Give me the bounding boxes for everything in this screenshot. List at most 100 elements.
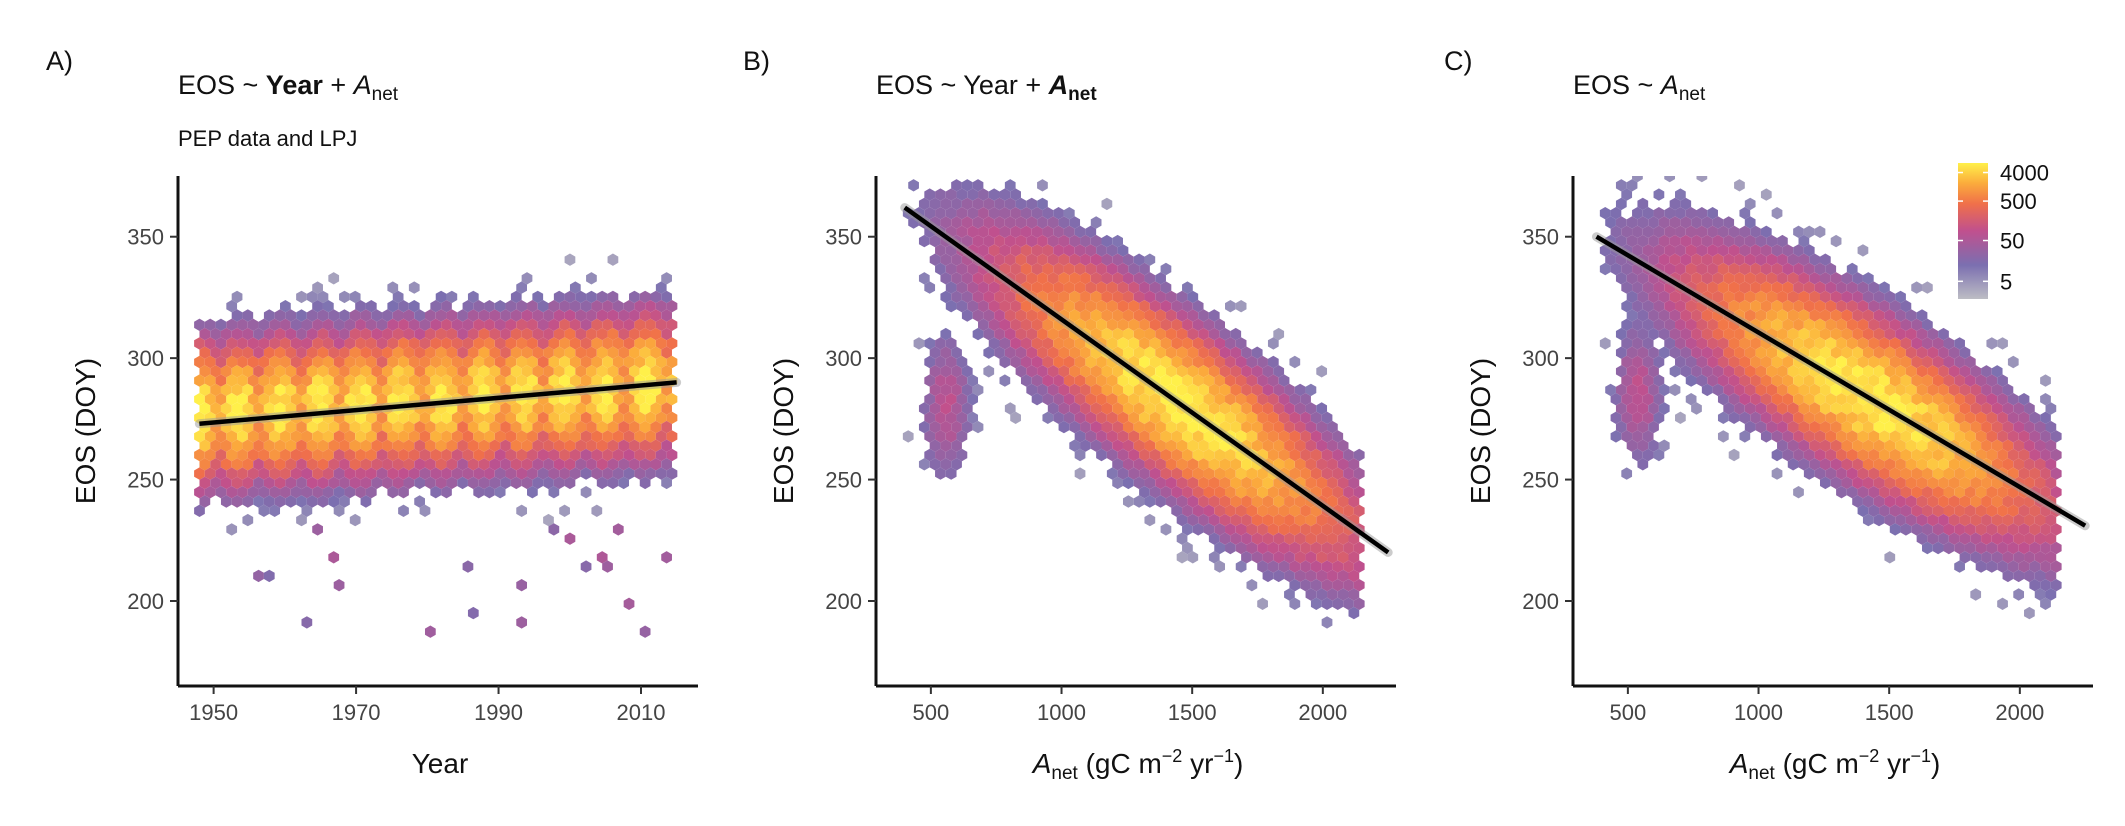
hex-bin (1626, 383, 1638, 397)
hex-bin (1187, 420, 1199, 434)
hex-bin (500, 402, 511, 415)
hex-bin (569, 337, 581, 350)
hex-bin (424, 439, 436, 452)
hex-bin (1117, 467, 1129, 480)
hex-bin (532, 346, 544, 359)
hex-bin (220, 458, 232, 471)
hex-bin (317, 439, 329, 452)
hex-bin (1155, 327, 1166, 341)
hex-bin (382, 420, 393, 434)
hex-bin (1948, 365, 1960, 378)
hex-bin (1717, 355, 1729, 369)
hex-bin (1160, 374, 1172, 387)
hex-bin (999, 355, 1011, 369)
hex-bin (419, 504, 431, 517)
hex-bin (392, 327, 404, 341)
hex-bin (1010, 262, 1021, 276)
hex-bin (575, 420, 587, 434)
hex-bin (1273, 420, 1285, 434)
hex-bin (1155, 476, 1166, 490)
hex-bin (1922, 411, 1933, 424)
hex-bin (1230, 513, 1242, 527)
hex-bin (1701, 383, 1713, 397)
hex-bin (204, 355, 216, 369)
hex-bin (478, 346, 490, 359)
hex-bin (1182, 281, 1193, 294)
legend-label: 50 (2000, 229, 2024, 254)
hex-bin (1739, 281, 1751, 294)
hex-bin (1991, 532, 2003, 545)
hex-bin (1717, 411, 1729, 424)
hex-bin (623, 411, 635, 424)
hex-bin (1814, 393, 1826, 406)
hex-bin (510, 458, 522, 471)
hex-bin (1836, 448, 1847, 462)
hex-bin (2040, 560, 2051, 573)
hex-bin (1857, 411, 1869, 424)
hex-bin (1916, 513, 1928, 527)
hex-bin (1090, 383, 1102, 397)
hex-bin (1353, 504, 1365, 517)
hex-bin (1122, 309, 1134, 322)
hex-bin (1900, 504, 1912, 517)
hex-bin (263, 458, 275, 471)
hex-bin (247, 337, 259, 350)
hex-bin (462, 300, 474, 313)
hex-bin (1954, 560, 1965, 573)
hex-bin (1165, 495, 1177, 508)
hex-bin (2018, 448, 2030, 462)
hex-bin (1230, 383, 1242, 397)
hex-bin (1685, 374, 1697, 387)
hex-bin (1085, 374, 1097, 387)
hex-bin (1626, 272, 1638, 285)
hex-bin (328, 365, 340, 378)
hex-bin (1047, 327, 1059, 341)
hex-bin (543, 346, 554, 359)
hex-bin (1074, 393, 1086, 406)
xlabel-yr: yr (1879, 748, 1910, 779)
hex-bin (548, 374, 560, 387)
hex-bin (1932, 411, 1944, 424)
hex-bin (1922, 541, 1933, 555)
hex-bin (408, 337, 420, 350)
hex-bin (1241, 346, 1252, 359)
hex-bin (521, 327, 533, 341)
hex-bin (1739, 300, 1751, 313)
hex-bin (1273, 383, 1285, 397)
hex-bin (392, 365, 404, 378)
hex-bin (473, 430, 485, 443)
hex-bin (1599, 337, 1611, 350)
hex-bin (419, 337, 431, 350)
hex-bin (548, 523, 560, 536)
hex-bin (569, 393, 581, 406)
regression-line (903, 205, 1390, 555)
hex-bin (543, 309, 554, 322)
hex-bin (1793, 448, 1804, 462)
hex-bin (1621, 467, 1633, 480)
hex-bin (398, 300, 409, 313)
hex-bin (575, 402, 587, 415)
hex-bin (1927, 458, 1939, 471)
hex-bin (349, 290, 361, 304)
hex-bin (371, 365, 383, 378)
hex-bin (1112, 234, 1123, 248)
hex-bin (1964, 411, 1976, 424)
hex-bin (1090, 272, 1102, 285)
hex-bin (1938, 532, 1949, 545)
hex-bin (596, 346, 608, 359)
hex-bin (1766, 346, 1778, 359)
hex-bin (1857, 300, 1869, 313)
hex-bin (1905, 383, 1917, 397)
hex-bin (1884, 439, 1896, 452)
hex-bin (1916, 402, 1928, 415)
hex-bin (945, 393, 957, 406)
hex-bin (564, 309, 576, 322)
hex-bin (349, 365, 361, 378)
hex-bin (1010, 244, 1021, 257)
hex-bin (382, 383, 393, 397)
hex-bin (1943, 374, 1955, 387)
hex-bin (1026, 327, 1038, 341)
hex-bin (467, 383, 479, 397)
hex-bin (1841, 402, 1853, 415)
hex-bin (591, 504, 603, 517)
